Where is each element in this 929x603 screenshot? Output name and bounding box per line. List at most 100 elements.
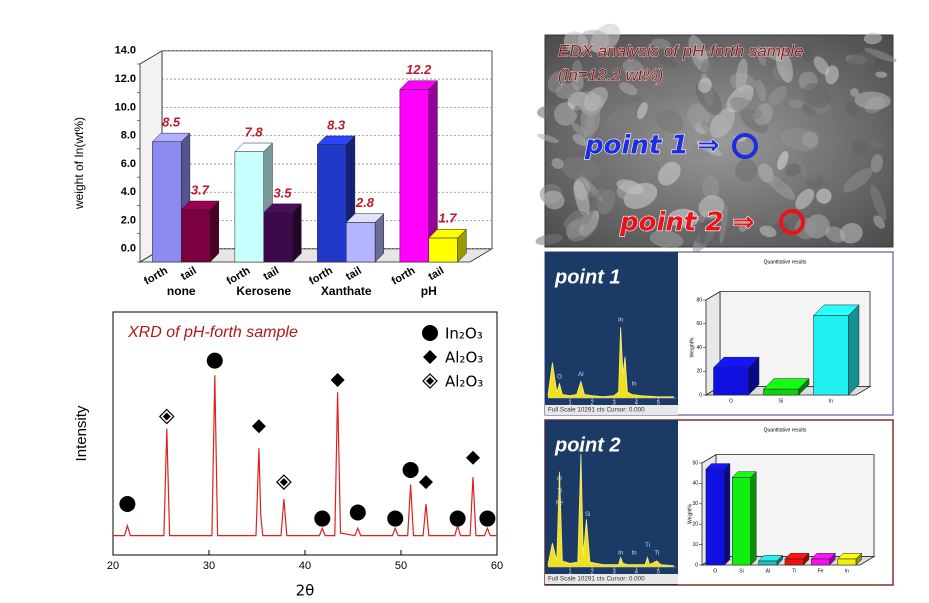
y-tick-label: 14.0 [115, 45, 136, 57]
x-tick-label: In [845, 568, 849, 574]
bar-front [152, 141, 182, 263]
y-tick-label: 20 [692, 522, 698, 528]
legend-label: In₂O₃ [445, 325, 483, 343]
x-tick-label: Ti [792, 568, 796, 574]
bar-front [346, 222, 376, 263]
x-axis-label: 2θ [296, 582, 315, 600]
y-tick-label: 6.0 [121, 158, 136, 170]
sem-grain [813, 56, 830, 75]
sem-grain [668, 208, 700, 228]
sem-grain [649, 230, 684, 249]
sem-grain [656, 109, 684, 133]
sem-grain [803, 82, 831, 109]
x-tick-label: Si [779, 398, 783, 404]
y-tick-label: 10.0 [115, 101, 136, 113]
phase-marker [330, 373, 345, 388]
x-tick-label: O [713, 568, 717, 574]
phase-marker [251, 419, 266, 434]
sem-grain [759, 225, 777, 238]
bar-front [813, 315, 849, 396]
chart-title: Quantitative results [764, 427, 807, 433]
bar-front [181, 209, 211, 263]
sem-grain [658, 161, 681, 186]
sem-grain [656, 70, 676, 101]
sem-grain [584, 86, 608, 112]
sem-grain [698, 77, 712, 93]
sem-grain [572, 134, 587, 146]
spectrum-footer: Full Scale 10291 cts Cursor: 0.000 [548, 407, 645, 414]
sem-grain [567, 213, 599, 242]
sem-texture [535, 23, 897, 253]
bar-side [798, 377, 810, 396]
series-tick-label: forth [390, 265, 418, 288]
sem-grain [596, 189, 616, 215]
phase-marker [314, 510, 331, 527]
y-tick-label: 4.0 [121, 186, 136, 198]
y-axis-label: Intensity [73, 405, 90, 461]
sem-grain [702, 175, 720, 200]
peak-label: Al [578, 372, 583, 378]
peak-label: Ti [654, 550, 659, 556]
sem-grain [765, 173, 796, 200]
sem-grain [650, 51, 678, 68]
value-label: 2.8 [355, 195, 375, 210]
bar [837, 552, 863, 566]
phase-marker [119, 495, 136, 512]
phase-marker [479, 510, 496, 527]
x-tick-label: 20 [107, 560, 119, 572]
spectrum-line [547, 453, 674, 567]
bar-front [811, 558, 830, 566]
y-tick-label: 40 [696, 345, 702, 351]
sem-grain [794, 217, 817, 240]
sem-grain [845, 101, 858, 117]
peak-label: O [557, 477, 562, 483]
y-axis-label: weight of In(wt%) [72, 117, 86, 210]
sem-grain [873, 215, 885, 229]
x-tick-label: Al [766, 568, 770, 574]
peak-label: Si [585, 512, 590, 518]
bar-front [758, 560, 778, 566]
x-tick-label: 5 [657, 401, 661, 407]
point-1-marker [732, 133, 758, 159]
sem-grain [570, 45, 583, 59]
image-subtitle: (In=12.2 wt%) [558, 65, 663, 84]
sem-grain [851, 139, 868, 155]
sem-grain [850, 88, 859, 97]
sem-grain [797, 158, 810, 182]
sem-grain [535, 233, 564, 246]
x-tick-label: 1 [568, 401, 572, 407]
sem-grain [766, 206, 782, 228]
y-tick-label: 50 [692, 460, 698, 466]
y-tick-label: 80 [696, 297, 702, 303]
peak-label: In [618, 318, 623, 324]
sem-grain [610, 94, 644, 104]
y-tick-label: 0 [695, 562, 698, 568]
series-tick-label: tail [344, 265, 364, 283]
bar-front [784, 558, 804, 566]
sem-grain [561, 157, 601, 182]
spectrum-fill [548, 453, 674, 567]
y-tick-label: 8.0 [121, 130, 136, 142]
sem-grain [616, 179, 644, 195]
y-tick-label: 0.0 [121, 243, 136, 255]
sem-grain [735, 58, 748, 94]
bar [345, 213, 385, 263]
sem-grain [551, 158, 564, 169]
sem-grain [816, 188, 832, 204]
value-label: 12.2 [406, 62, 432, 77]
sem-grain [788, 99, 804, 109]
spectrum-background [545, 420, 678, 585]
phase-marker [349, 504, 366, 521]
phase-marker [206, 352, 223, 369]
value-label: 1.7 [438, 211, 457, 226]
sem-grain [698, 195, 725, 219]
phase-marker [158, 408, 175, 425]
sem-grain [735, 159, 758, 182]
series-tick-label: tail [261, 265, 281, 283]
value-label: 8.5 [162, 115, 181, 130]
plot-frame [112, 311, 498, 556]
bar [731, 471, 757, 566]
sem-grain [756, 45, 767, 66]
bar [712, 356, 760, 396]
spectrum-footer-strip [545, 574, 678, 584]
